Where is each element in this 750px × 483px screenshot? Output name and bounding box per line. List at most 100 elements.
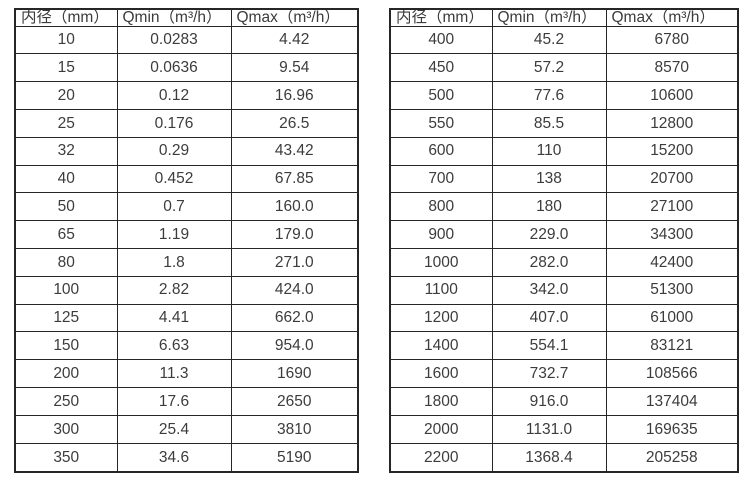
table-row: 1000 282.0 42400 [389, 248, 739, 277]
table-cell: 83121 [605, 331, 739, 361]
table-cell: 0.0283 [116, 25, 232, 55]
table-cell: 2.82 [116, 275, 232, 305]
table-row: 200 11.3 1690 [14, 359, 359, 389]
table-cell: 732.7 [491, 359, 607, 389]
table-row: 1100 342.0 51300 [389, 275, 739, 305]
table-cell: 42400 [605, 248, 739, 277]
table-cell: 6780 [605, 25, 739, 55]
table-cell: 20 [14, 81, 118, 110]
table-cell: 1400 [389, 331, 493, 361]
table-cell: 1000 [389, 248, 493, 277]
table-cell: 43.42 [230, 136, 359, 166]
table-cell: 51300 [605, 275, 739, 305]
table-cell: 0.12 [116, 81, 232, 110]
table-cell: 1600 [389, 359, 493, 389]
table-cell: 3810 [230, 414, 359, 444]
table-cell: 0.7 [116, 192, 232, 222]
table-cell: 25.4 [116, 414, 232, 444]
table-cell: 662.0 [230, 303, 359, 333]
table-cell: 271.0 [230, 248, 359, 277]
table-cell: 169635 [605, 414, 739, 444]
column-header: Qmax（m³/h） [605, 8, 739, 27]
table-row: 1800 916.0 137404 [389, 387, 739, 416]
table-row: 350 34.6 5190 [14, 442, 359, 473]
table-row: 125 4.41 662.0 [14, 303, 359, 333]
table-cell: 15 [14, 53, 118, 83]
table-cell: 1.8 [116, 248, 232, 277]
table-cell: 32 [14, 136, 118, 166]
table-cell: 150 [14, 331, 118, 361]
table-cell: 34300 [605, 220, 739, 249]
table-cell: 700 [389, 164, 493, 194]
table-row: 150 6.63 954.0 [14, 331, 359, 361]
flow-spec-table-small-diameters: 内径（mm） Qmin（m³/h） Qmax（m³/h） 10 0.0283 4.42 1… [14, 8, 359, 473]
table-row: 250 17.6 2650 [14, 387, 359, 416]
table-cell: 424.0 [230, 275, 359, 305]
table-cell: 282.0 [491, 248, 607, 277]
table-row: 600 110 15200 [389, 136, 739, 166]
table-cell: 85.5 [491, 108, 607, 138]
table-cell: 17.6 [116, 387, 232, 416]
table-cell: 2000 [389, 414, 493, 444]
table-row: 800 180 27100 [389, 192, 739, 222]
table-row: 1200 407.0 61000 [389, 303, 739, 333]
column-header: Qmax（m³/h） [230, 8, 359, 27]
table-cell: 40 [14, 164, 118, 194]
table-cell: 27100 [605, 192, 739, 222]
table-cell: 25 [14, 108, 118, 138]
column-header: 内径（mm） [14, 8, 118, 27]
table-row: 40 0.452 67.85 [14, 164, 359, 194]
table-row: 300 25.4 3810 [14, 414, 359, 444]
table-cell: 1368.4 [491, 442, 607, 473]
table-cell: 250 [14, 387, 118, 416]
table-row: 1400 554.1 83121 [389, 331, 739, 361]
table-cell: 20700 [605, 164, 739, 194]
table-cell: 100 [14, 275, 118, 305]
table-cell: 138 [491, 164, 607, 194]
table-row: 32 0.29 43.42 [14, 136, 359, 166]
table-cell: 11.3 [116, 359, 232, 389]
table-cell: 45.2 [491, 25, 607, 55]
table-cell: 160.0 [230, 192, 359, 222]
table-cell: 350 [14, 442, 118, 473]
table-cell: 137404 [605, 387, 739, 416]
table-cell: 800 [389, 192, 493, 222]
table-cell: 4.42 [230, 25, 359, 55]
table-cell: 180 [491, 192, 607, 222]
table-cell: 200 [14, 359, 118, 389]
table-row: 500 77.6 10600 [389, 81, 739, 110]
table-cell: 57.2 [491, 53, 607, 83]
table-row: 15 0.0636 9.54 [14, 53, 359, 83]
table-cell: 179.0 [230, 220, 359, 249]
table-cell: 65 [14, 220, 118, 249]
table-row: 100 2.82 424.0 [14, 275, 359, 305]
table-cell: 80 [14, 248, 118, 277]
table-cell: 300 [14, 414, 118, 444]
table-cell: 450 [389, 53, 493, 83]
column-header: Qmin（m³/h） [491, 8, 607, 27]
table-cell: 10 [14, 25, 118, 55]
header-row: 内径（mm） Qmin（m³/h） Qmax（m³/h） [14, 8, 359, 27]
table-cell: 407.0 [491, 303, 607, 333]
table-cell: 50 [14, 192, 118, 222]
table-cell: 0.452 [116, 164, 232, 194]
table-cell: 229.0 [491, 220, 607, 249]
table-cell: 205258 [605, 442, 739, 473]
table-cell: 600 [389, 136, 493, 166]
table-cell: 15200 [605, 136, 739, 166]
table-cell: 125 [14, 303, 118, 333]
table-row: 10 0.0283 4.42 [14, 25, 359, 55]
table-cell: 4.41 [116, 303, 232, 333]
table-cell: 8570 [605, 53, 739, 83]
table-cell: 9.54 [230, 53, 359, 83]
table-cell: 1.19 [116, 220, 232, 249]
table-cell: 61000 [605, 303, 739, 333]
table-cell: 6.63 [116, 331, 232, 361]
table-cell: 1100 [389, 275, 493, 305]
table-row: 20 0.12 16.96 [14, 81, 359, 110]
table-cell: 67.85 [230, 164, 359, 194]
table-cell: 1690 [230, 359, 359, 389]
table-cell: 2200 [389, 442, 493, 473]
table-cell: 0.176 [116, 108, 232, 138]
